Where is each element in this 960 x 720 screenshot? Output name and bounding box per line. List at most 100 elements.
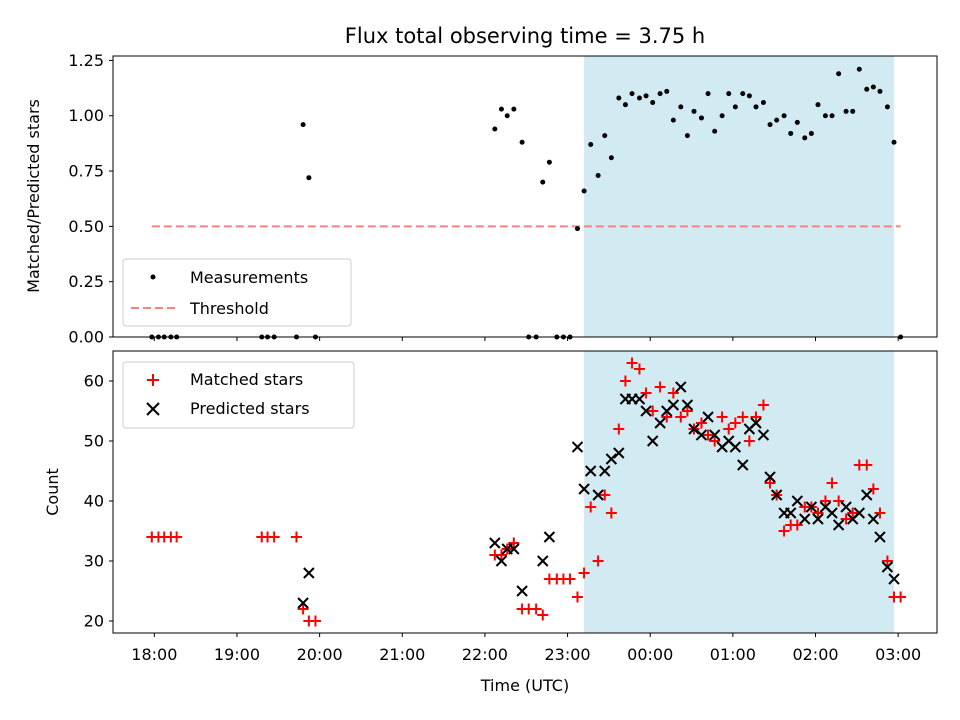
matched-star-marker [592, 555, 604, 567]
count-y-tick-label: 50 [84, 432, 104, 451]
predicted-star-marker [702, 411, 714, 423]
observing-window-bottom [584, 351, 895, 633]
predicted-star-marker [764, 471, 776, 483]
predicted-star-marker [646, 435, 659, 447]
measurement-point [650, 99, 656, 105]
measurement-point [815, 102, 821, 108]
measurement-legend-label: Measurements [190, 268, 308, 287]
matched-star-marker [537, 609, 549, 621]
matched-star-marker [578, 567, 590, 579]
measurement-point [684, 133, 690, 139]
predicted-star-marker [770, 489, 783, 501]
matched-star-marker [840, 513, 852, 525]
predicted-star-marker [675, 381, 687, 393]
x-tick-label: 20:00 [297, 645, 343, 664]
matched-star-marker [681, 405, 693, 417]
observing-window-shade-bottom [584, 351, 895, 633]
predicted-star-marker [757, 429, 770, 441]
matched-star-marker [640, 387, 652, 399]
measurement-point [877, 88, 883, 94]
matched-star-marker [605, 507, 617, 519]
measurement-point [504, 113, 510, 119]
x-tick-label: 00:00 [627, 645, 673, 664]
ratio-panel: 0.00 0.25 0.50 0.75 1.00 1.25 Matched/Predict… [24, 51, 938, 347]
measurement-point [774, 117, 780, 123]
matched-star-marker [723, 423, 735, 435]
predicted-star-marker [578, 483, 590, 495]
matched-star-marker [729, 417, 741, 429]
measurement-point [698, 115, 704, 121]
measurement-point [719, 113, 725, 119]
x-tick-label: 01:00 [710, 645, 756, 664]
matched-star-marker [819, 495, 831, 507]
x-tick-label: 19:00 [214, 645, 260, 664]
measurement-point [300, 122, 306, 128]
matched-star-marker [647, 405, 659, 417]
matched-star-marker [585, 501, 597, 513]
matched-star-marker [895, 591, 907, 603]
measurement-point [732, 104, 738, 110]
measurement-point [822, 113, 828, 119]
measurement-point [629, 91, 635, 97]
measurement-point [608, 155, 614, 161]
ratio-x-ticks [153, 337, 899, 341]
predicted-star-marker [592, 489, 604, 501]
matched-star-marker [626, 357, 638, 369]
predicted-star-marker [516, 585, 528, 597]
matched-star-marker [297, 603, 309, 615]
matched-star-marker [750, 411, 762, 423]
count-y-tick-label: 40 [84, 492, 104, 511]
ratio-legend: Measurements Threshold [122, 258, 352, 327]
matched-star-marker [530, 603, 542, 615]
matched-legend-label: Matched stars [190, 370, 303, 389]
matched-star-marker [833, 495, 845, 507]
matched-star-marker [633, 363, 645, 375]
predicted-star-marker [654, 417, 666, 429]
predicted-star-marker [613, 447, 625, 459]
matched-star-marker [571, 591, 583, 603]
measurement-point [664, 88, 670, 94]
predicted-star-marker [737, 459, 749, 471]
matched-star-marker [171, 531, 183, 543]
measurement-point [760, 99, 766, 105]
measurement-point [691, 108, 697, 114]
measurement-point [884, 104, 890, 110]
measurement-point [843, 108, 849, 114]
matched-star-marker [861, 459, 873, 471]
predicted-star-marker [826, 507, 838, 519]
predicted-star-marker [605, 453, 618, 465]
ratio-y-tick-label: 0.75 [68, 162, 104, 181]
measurement-point [726, 91, 732, 97]
matched-star-marker [847, 507, 859, 519]
predicted-star-marker [729, 441, 742, 453]
measurement-point [581, 188, 587, 194]
threshold-legend-label: Threshold [189, 299, 269, 318]
chart-title: Flux total observing time = 3.75 h [345, 24, 705, 48]
predicted-star-marker [537, 555, 549, 567]
measurement-point [643, 93, 649, 99]
matched-star-marker [290, 531, 302, 543]
predicted-star-marker [708, 429, 721, 441]
predicted-legend-marker [146, 402, 160, 416]
x-tick-label: 02:00 [792, 645, 838, 664]
ratio-y-tick-label: 1.25 [68, 51, 104, 70]
matched-star-marker [268, 531, 280, 543]
measurement-point [802, 135, 808, 141]
predicted-star-marker [599, 465, 611, 477]
ratio-panel-frame [112, 55, 938, 338]
predicted-star-marker [543, 531, 556, 543]
measurement-point [546, 159, 552, 165]
measurement-point [864, 86, 870, 92]
matched-star-marker [675, 411, 687, 423]
ratio-y-tick-label: 0.50 [68, 217, 104, 236]
measurement-point [540, 179, 546, 185]
count-panel: 20 30 40 50 60 18:00 19:00 20:00 21:00 22:00 23:0… [43, 350, 938, 695]
predicted-star-marker [888, 573, 900, 585]
matched-star-marker [881, 555, 893, 567]
predicted-star-marker [853, 507, 866, 519]
measurement-point [519, 139, 525, 145]
x-tick-label: 21:00 [379, 645, 425, 664]
ratio-y-tick-label: 0.25 [68, 272, 104, 291]
ratio-y-tick-label: 0.00 [68, 328, 104, 347]
predicted-star-marker [791, 495, 804, 507]
